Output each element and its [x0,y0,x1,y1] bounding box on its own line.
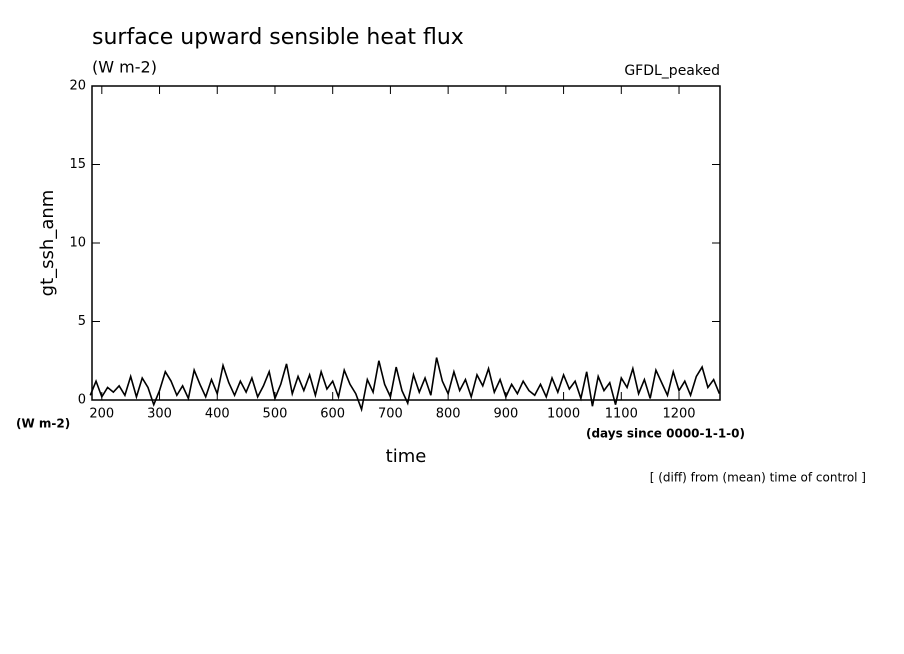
x-axis-label: time [386,446,427,467]
chart-subtitle: (W m-2) [92,58,157,77]
x-tick-label: 1200 [662,407,695,422]
x-tick-label: 400 [205,407,230,422]
annotation: GFDL_peaked [624,63,720,79]
data-line [89,357,721,413]
x-tick-label: 200 [89,407,114,422]
plot-frame [91,85,721,401]
y-tick-label: 5 [78,314,86,329]
x-tick-label: 800 [436,407,461,422]
chart-title: surface upward sensible heat flux [92,25,464,50]
x-tick-label: 1000 [547,407,580,422]
x-tick-label: 700 [378,407,403,422]
x-tick-label: 1100 [605,407,638,422]
x-unit: (days since 0000-1-1-0) [586,427,745,441]
y-tick-label: 10 [69,236,86,251]
x-tick-label: 300 [147,407,172,422]
y-axis-label: gt_ssh_anm [37,190,58,297]
y-tick-label: 0 [78,393,86,408]
x-tick-label: 900 [493,407,518,422]
note: [ (diff) from (mean) time of control ] [650,471,866,485]
x-tick-label: 600 [320,407,345,422]
y-tick-label: 15 [69,157,86,172]
x-tick-label: 500 [263,407,288,422]
y-unit: (W m-2) [16,417,70,431]
y-tick-label: 20 [69,79,86,94]
